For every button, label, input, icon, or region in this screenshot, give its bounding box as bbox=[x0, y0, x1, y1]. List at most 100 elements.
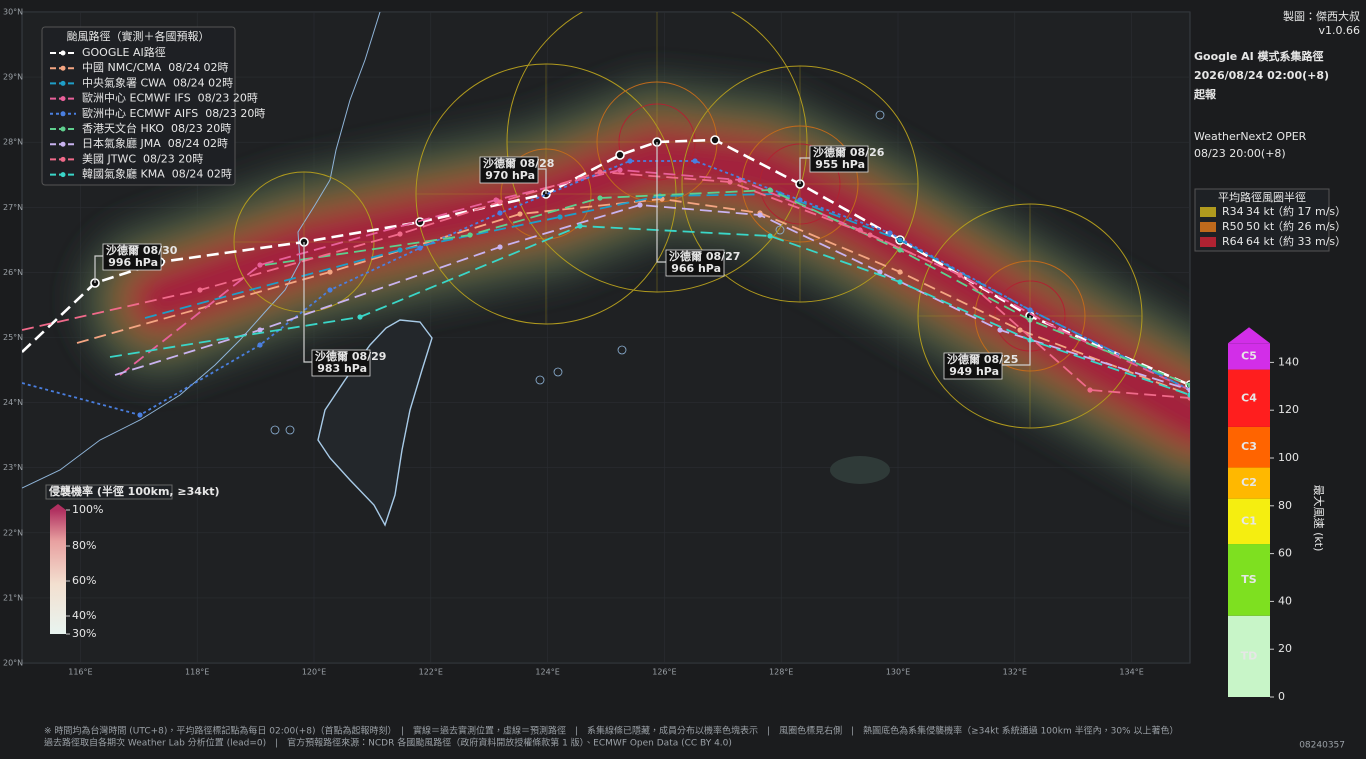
storm-label-box bbox=[102, 243, 162, 271]
island bbox=[553, 367, 563, 377]
heat-island bbox=[830, 456, 890, 484]
title-line: 起報 bbox=[1193, 87, 1217, 101]
island bbox=[875, 110, 885, 120]
scale-tick-label: 80 bbox=[1278, 499, 1292, 512]
legend-label: 香港天文台 HKO 08/23 20時 bbox=[82, 121, 231, 135]
legend-marker bbox=[60, 96, 66, 102]
track-point bbox=[1087, 387, 1093, 393]
track-point bbox=[557, 214, 563, 220]
track-point bbox=[867, 232, 873, 238]
agency-track bbox=[22, 171, 1190, 399]
storm-label-pressure: 996 hPa bbox=[108, 256, 158, 269]
prob-legend-title: 侵襲機率 (半徑 100km, ≥34kt) bbox=[48, 484, 220, 498]
storm-label-box bbox=[479, 156, 539, 184]
track-point bbox=[767, 233, 773, 239]
track-point bbox=[597, 195, 603, 201]
footer-code: 08240357 bbox=[1299, 741, 1345, 751]
legend-label: 中國 NMC/CMA 08/24 02時 bbox=[82, 61, 229, 74]
legend-marker bbox=[60, 126, 66, 132]
radius-speed: 50 kt bbox=[1246, 220, 1275, 233]
lat-label: 22°N bbox=[3, 528, 23, 537]
track-point bbox=[467, 232, 473, 238]
prob-bar-cap bbox=[50, 504, 66, 510]
storm-label-name: 沙德爾 08/25 bbox=[947, 352, 1018, 366]
scale-tick-label: 0 bbox=[1278, 690, 1285, 703]
agency-track bbox=[114, 204, 1190, 391]
radius-legend-title: 平均路徑風圈半徑 bbox=[1218, 190, 1306, 204]
track-point bbox=[887, 230, 893, 236]
agency-track bbox=[22, 160, 1190, 416]
footer-line: ※ 時間均為台灣時間 (UTC+8)，平均路徑標記點為每日 02:00(+8)（… bbox=[44, 725, 1178, 737]
lat-label: 30°N bbox=[3, 8, 23, 17]
radius-swatch bbox=[1200, 207, 1216, 217]
lon-label: 126°E bbox=[652, 668, 676, 677]
storm-label-name: 沙德爾 08/27 bbox=[669, 249, 740, 263]
lat-label: 29°N bbox=[3, 73, 23, 82]
radius-key: R34 bbox=[1222, 205, 1244, 218]
title-line: 2026/08/24 02:00(+8) bbox=[1194, 69, 1329, 82]
track-point bbox=[1187, 387, 1190, 393]
lat-label: 21°N bbox=[3, 593, 23, 602]
track-legend-box bbox=[41, 26, 236, 186]
radius-note: （約 33 m/s） bbox=[1272, 234, 1346, 248]
lon-label: 124°E bbox=[535, 668, 559, 677]
scale-tick-label: 120 bbox=[1278, 403, 1299, 416]
scale-category: C3 bbox=[1241, 440, 1257, 453]
track-point bbox=[397, 247, 403, 253]
map-plot bbox=[22, 12, 1190, 663]
lat-label: 25°N bbox=[3, 333, 23, 342]
model-line: 08/23 20:00(+8) bbox=[1194, 147, 1286, 160]
storm-label-pressure: 955 hPa bbox=[815, 158, 865, 171]
track-point bbox=[597, 169, 603, 175]
island bbox=[617, 345, 627, 355]
prob-tick-label: 80% bbox=[72, 539, 96, 552]
track-point bbox=[1187, 382, 1190, 388]
legend-label: 中央氣象署 CWA 08/24 02時 bbox=[82, 75, 233, 89]
scale-tick-label: 40 bbox=[1278, 594, 1292, 607]
scale-category: C5 bbox=[1241, 349, 1257, 362]
scale-category: C4 bbox=[1241, 391, 1257, 404]
storm-label-box bbox=[943, 352, 1003, 380]
track-point bbox=[137, 412, 143, 418]
scale-tick-label: 140 bbox=[1278, 355, 1299, 368]
scale-band bbox=[1228, 615, 1270, 697]
storm-label-name: 沙德爾 08/26 bbox=[813, 145, 885, 159]
agency-track bbox=[76, 198, 1190, 396]
track-point bbox=[737, 177, 743, 183]
scale-category: C2 bbox=[1241, 476, 1257, 489]
legend-marker bbox=[60, 50, 66, 56]
scale-axis-label: 最大風速 (kt) bbox=[1312, 485, 1326, 552]
lon-label: 122°E bbox=[419, 668, 443, 677]
storm-label-pressure: 966 hPa bbox=[671, 262, 721, 275]
storm-label-box bbox=[665, 249, 725, 277]
prob-tick-label: 30% bbox=[72, 627, 96, 640]
track-point bbox=[767, 187, 773, 193]
scale-tick-label: 100 bbox=[1278, 451, 1299, 464]
track-legend-title: 颱風路徑（實測＋各國預報） bbox=[67, 29, 210, 43]
title-line: Google AI 模式系集路徑 bbox=[1194, 49, 1324, 63]
lon-label: 134°E bbox=[1119, 668, 1143, 677]
track-point bbox=[897, 279, 903, 285]
legend-marker bbox=[60, 172, 66, 178]
legend-marker bbox=[60, 80, 66, 86]
radius-speed: 64 kt bbox=[1246, 235, 1275, 248]
track-point bbox=[497, 199, 503, 205]
lat-label: 28°N bbox=[3, 138, 23, 147]
track-point bbox=[727, 179, 733, 185]
track-point bbox=[897, 269, 903, 275]
radius-note: （約 17 m/s） bbox=[1272, 204, 1346, 218]
legend-label: 美國 JTWC 08/23 20時 bbox=[82, 152, 203, 165]
track-point bbox=[757, 212, 763, 218]
island bbox=[775, 225, 785, 235]
island bbox=[285, 425, 295, 435]
track-point bbox=[692, 158, 698, 164]
track-point bbox=[327, 269, 333, 275]
storm-label-pressure: 970 hPa bbox=[485, 169, 535, 182]
legend-label: 歐洲中心 ECMWF IFS 08/23 20時 bbox=[82, 91, 258, 105]
radius-speed: 34 kt bbox=[1246, 205, 1275, 218]
scale-category: TD bbox=[1241, 649, 1258, 662]
prob-bar bbox=[50, 510, 66, 634]
lat-label: 23°N bbox=[3, 463, 23, 472]
